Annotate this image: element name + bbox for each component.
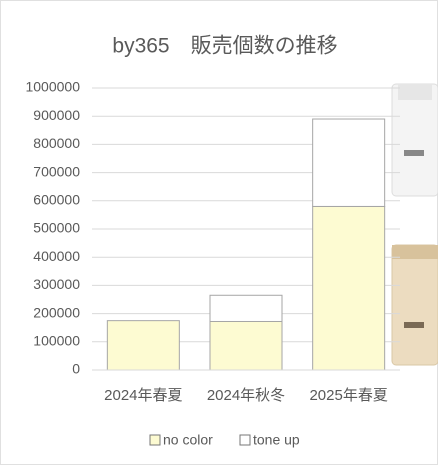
y-tick-label: 1000000 [25, 79, 80, 95]
product-image-beige [391, 244, 438, 366]
y-tick-label: 400000 [33, 248, 80, 264]
y-tick-label: 900000 [33, 107, 80, 123]
y-tick-label: 200000 [33, 304, 80, 320]
bar-segment [209, 294, 283, 322]
bar-segment [106, 320, 180, 371]
y-tick-label: 0 [72, 361, 80, 377]
bar-segment [312, 118, 386, 207]
x-tick-label: 2024年秋冬 [207, 387, 285, 404]
legend-label: no color [163, 432, 213, 448]
y-tick-label: 500000 [33, 220, 80, 236]
legend-label: tone up [253, 432, 300, 448]
y-tick-label: 800000 [33, 135, 80, 151]
legend-swatch [239, 434, 251, 446]
y-tick-label: 700000 [33, 163, 80, 179]
legend: no color tone up [149, 432, 300, 448]
x-tick-label: 2024年春夏 [104, 387, 182, 404]
y-tick-label: 600000 [33, 192, 80, 208]
y-tick-label: 300000 [33, 276, 80, 292]
bar-segment [312, 205, 386, 371]
y-tick-label: 100000 [33, 333, 80, 349]
product-image-white [391, 83, 438, 197]
chart-title: by365 販売個数の推移 [112, 35, 337, 58]
legend-swatch [149, 434, 161, 446]
bar-segment [209, 320, 283, 371]
x-tick-label: 2025年春夏 [309, 387, 387, 404]
